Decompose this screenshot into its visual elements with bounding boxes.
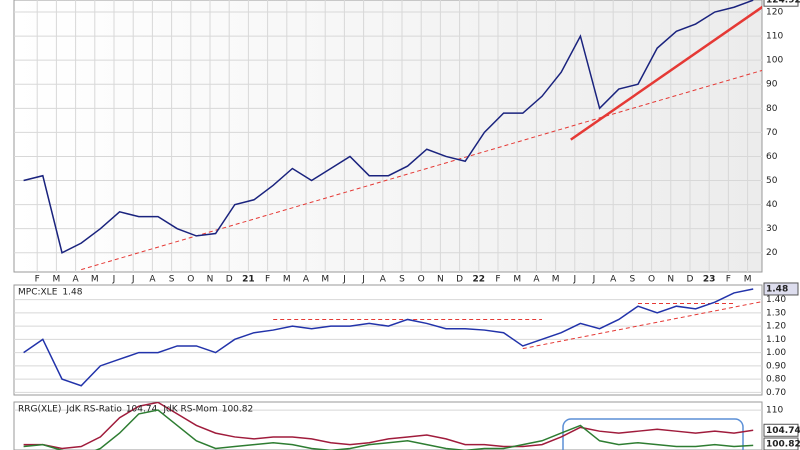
x-tick-label: S xyxy=(169,275,175,285)
x-tick-label: J xyxy=(131,275,135,285)
x-tick-label: A xyxy=(303,275,310,285)
x-tick-label: S xyxy=(630,275,636,285)
y-tick-label: 0.80 xyxy=(766,375,786,385)
x-tick-label: M xyxy=(552,275,560,285)
x-tick-label: O xyxy=(648,275,655,285)
last-value-box xyxy=(763,437,799,450)
ratio-panel xyxy=(13,284,763,396)
x-tick-label: F xyxy=(265,275,270,285)
legend-title: MPC:XLE xyxy=(18,288,58,298)
y-tick-label: 40 xyxy=(766,200,778,210)
x-tick-label: O xyxy=(187,275,194,285)
x-tick-label: F xyxy=(726,275,731,285)
line-series xyxy=(23,288,754,387)
y-tick-label: 60 xyxy=(766,152,778,162)
x-tick-label: N xyxy=(667,275,674,285)
last-value-box xyxy=(763,282,799,296)
y-tick-label: 110 xyxy=(766,32,783,42)
x-tick-label: D xyxy=(226,275,233,285)
last-value: 104.74 xyxy=(763,423,800,437)
y-tick-label: 1.20 xyxy=(766,322,786,332)
x-tick-label: M xyxy=(53,275,61,285)
last-value: 100.82 xyxy=(763,437,800,450)
line-series xyxy=(23,402,754,450)
last-value: 124.92 xyxy=(763,0,800,7)
x-tick-label: N xyxy=(437,275,444,285)
x-tick-label: A xyxy=(380,275,387,285)
y-tick-label: 70 xyxy=(766,128,778,138)
y-tick-label: 20 xyxy=(766,248,778,258)
y-tick-label: 110 xyxy=(766,406,783,416)
x-tick-label: M xyxy=(513,275,521,285)
legend-value: 100.82 xyxy=(222,405,254,415)
y-tick-label: 0.70 xyxy=(766,388,786,398)
line-series xyxy=(23,409,754,450)
x-tick-label: M xyxy=(321,275,329,285)
last-value: 1.48 xyxy=(763,282,799,296)
y-tick-label: 1.30 xyxy=(766,308,786,318)
x-tick-label: J xyxy=(361,275,365,285)
last-value-label: 124.92 xyxy=(766,0,800,6)
y-tick-label: 50 xyxy=(766,176,778,186)
x-tick-label: F xyxy=(35,275,40,285)
last-value-box xyxy=(763,0,799,7)
highlight-box xyxy=(562,418,744,450)
x-tick-label: 22 xyxy=(473,275,486,285)
x-tick-label: N xyxy=(207,275,214,285)
x-tick-label: J xyxy=(592,275,596,285)
y-tick-label: 80 xyxy=(766,104,778,114)
y-tick-label: 100 xyxy=(766,56,783,66)
x-tick-label: 21 xyxy=(242,275,255,285)
x-tick-label: J xyxy=(342,275,346,285)
x-tick-label: F xyxy=(495,275,500,285)
y-tick-label: 90 xyxy=(766,80,778,90)
y-tick-label: 1.40 xyxy=(766,295,786,305)
x-tick-label: S xyxy=(399,275,405,285)
last-value-label: 1.48 xyxy=(766,284,788,294)
y-tick-label: 30 xyxy=(766,224,778,234)
x-tick-label: D xyxy=(456,275,463,285)
x-tick-label: 23 xyxy=(703,275,716,285)
legend-value: 1.48 xyxy=(62,288,82,298)
line-series xyxy=(23,0,754,254)
x-tick-label: A xyxy=(149,275,156,285)
x-tick-label: J xyxy=(572,275,576,285)
x-tick-label: A xyxy=(610,275,617,285)
y-tick-label: 0.90 xyxy=(766,361,786,371)
x-tick-label: O xyxy=(418,275,425,285)
legend-name: JdK RS-Mom xyxy=(162,405,217,415)
last-value-box xyxy=(763,423,799,437)
last-value-label: 104.74 xyxy=(766,426,800,436)
x-tick-label: A xyxy=(533,275,540,285)
legend-title: RRG(XLE) xyxy=(18,405,61,415)
x-tick-label: D xyxy=(687,275,694,285)
legend-name: JdK RS-Ratio xyxy=(65,405,122,415)
y-tick-label: 1.10 xyxy=(766,335,786,345)
x-tick-label: J xyxy=(112,275,116,285)
price-panel xyxy=(13,0,763,273)
x-tick-label: M xyxy=(91,275,99,285)
x-tick-label: M xyxy=(744,275,752,285)
y-tick-label: 1.00 xyxy=(766,348,786,358)
y-tick-label: 120 xyxy=(766,8,783,18)
trendline xyxy=(570,5,762,141)
trendline xyxy=(522,301,762,350)
legend-value: 104.74 xyxy=(126,405,158,415)
x-tick-label: M xyxy=(283,275,291,285)
x-tick-label: A xyxy=(73,275,80,285)
last-value-label: 100.82 xyxy=(766,440,800,450)
